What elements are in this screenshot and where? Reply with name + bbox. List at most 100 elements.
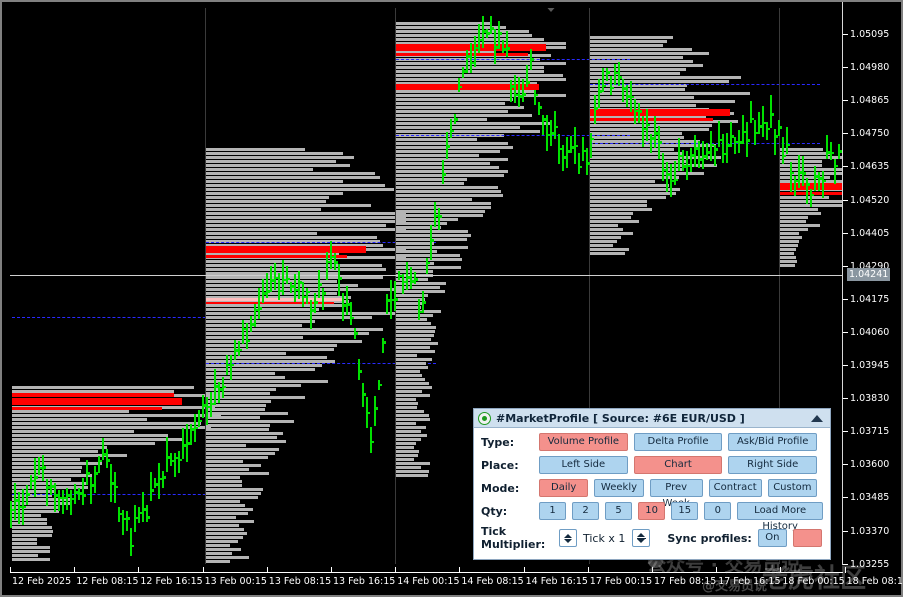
price-candle [414,278,418,281]
volume-profile-bar [590,216,632,219]
price-axis[interactable]: 1.05095 1.04980 1.04865 1.04750 1.04635 1.045… [842,2,901,570]
qty-option-0[interactable]: 0 [704,502,732,520]
price-candle [310,309,314,312]
mode-option-weekly[interactable]: Weekly [594,479,644,497]
price-candle [782,154,786,158]
volume-profile-bar [396,26,507,29]
volume-profile-bar [396,402,419,405]
volume-profile-bar [590,56,684,59]
price-candle [278,289,282,293]
price-chart-plot[interactable] [10,8,846,564]
volume-profile-bar [206,360,335,363]
type-option-ask-bid-profile[interactable]: Ask/Bid Profile [728,433,818,451]
up-down-stepper-icon-left[interactable] [559,529,577,547]
price-axis-tick: 1.03600 [843,459,889,471]
price-candle [430,239,434,242]
panel-title-bar[interactable]: #MarketProfile [ Source: #6E EUR/USD ] [474,409,830,428]
volume-profile-bar [206,524,239,527]
volume-profile-bar [780,216,809,219]
qty-option-1[interactable]: 1 [539,502,567,520]
volume-profile-bar [396,210,486,213]
sync-profiles-off-button[interactable] [792,529,822,547]
price-candle [662,168,666,172]
price-candle [382,341,386,344]
place-label: Place: [481,458,519,472]
time-axis-tick [331,567,332,573]
mode-option-custom[interactable]: Custom [767,479,817,497]
volume-profile-bar [780,200,846,203]
place-option-chart[interactable]: Chart [633,456,723,474]
qty-option-2[interactable]: 2 [572,502,600,520]
price-candle [798,171,802,174]
price-candle [250,323,254,326]
price-candle [458,85,462,89]
volume-profile-bar [12,398,182,405]
price-candle [190,428,194,431]
volume-profile-bar [206,240,381,243]
volume-profile-bar [206,302,334,304]
volume-profile-bar [396,454,419,457]
price-candle [666,161,668,193]
volume-profile-bar [396,102,505,105]
up-down-stepper-icon-right[interactable] [632,529,651,547]
mode-option-contract[interactable]: Contract [708,479,762,497]
price-candle [650,137,654,140]
volume-profile-bar [206,180,343,183]
mode-option-daily[interactable]: Daily [539,479,589,497]
volume-profile-bar [206,152,343,155]
qty-option-10[interactable]: 10 [638,502,666,520]
price-candle [454,118,458,121]
price-candle [142,491,144,522]
price-candle [610,86,614,90]
volume-profile-bar [590,96,695,99]
volume-profile-bar [206,192,344,195]
volume-profile-bar [396,142,509,145]
volume-profile-bar [590,152,684,155]
price-candle [638,102,640,123]
price-candle [442,159,444,184]
price-candle [594,95,596,125]
price-candle [302,281,304,308]
mode-option-prev-week[interactable]: Prev Week [649,479,703,509]
volume-profile-bar [206,200,327,203]
price-candle [490,16,492,35]
volume-profile-bar [590,252,626,255]
market-profile-panel[interactable]: #MarketProfile [ Source: #6E EUR/USD ] T… [473,408,831,560]
price-candle [698,158,702,161]
time-axis[interactable]: 12 Feb 2025 12 Feb 08:15 12 Feb 16:15 13 Fe… [2,565,903,595]
volume-profile-bar [206,452,275,455]
chevron-up-icon[interactable] [811,414,823,422]
volume-profile-bar [12,522,47,525]
price-candle [718,120,720,148]
volume-profile-bar [396,94,566,97]
volume-profile-bar [590,176,680,179]
price-candle [422,301,426,304]
volume-profile-bar [206,556,249,559]
volume-profile-bar [396,118,487,121]
place-option-right-side[interactable]: Right Side [728,456,818,474]
price-candle [626,95,630,98]
volume-profile-bar [780,240,799,243]
price-candle [14,499,18,502]
price-candle [734,140,738,144]
price-candle [590,137,594,141]
price-candle [542,114,544,136]
price-candle [518,95,522,98]
type-option-delta-profile[interactable]: Delta Profile [633,433,723,451]
type-option-volume-profile[interactable]: Volume Profile [539,433,628,451]
price-candle [766,121,768,141]
price-candle [574,144,578,148]
volume-profile-bar [12,482,87,485]
price-candle [674,178,678,182]
qty-option-5[interactable]: 5 [605,502,633,520]
volume-profile-bar [206,268,387,271]
volume-profile-bar [206,260,336,263]
place-option-left-side[interactable]: Left Side [539,456,628,474]
price-candle [678,154,682,158]
load-more-history-button[interactable]: Load More History [737,502,824,532]
sync-profiles-on-button[interactable]: On [757,529,787,547]
price-candle [358,358,360,380]
value-area-line [396,135,630,136]
price-candle [438,215,442,218]
qty-option-15[interactable]: 15 [671,502,699,520]
